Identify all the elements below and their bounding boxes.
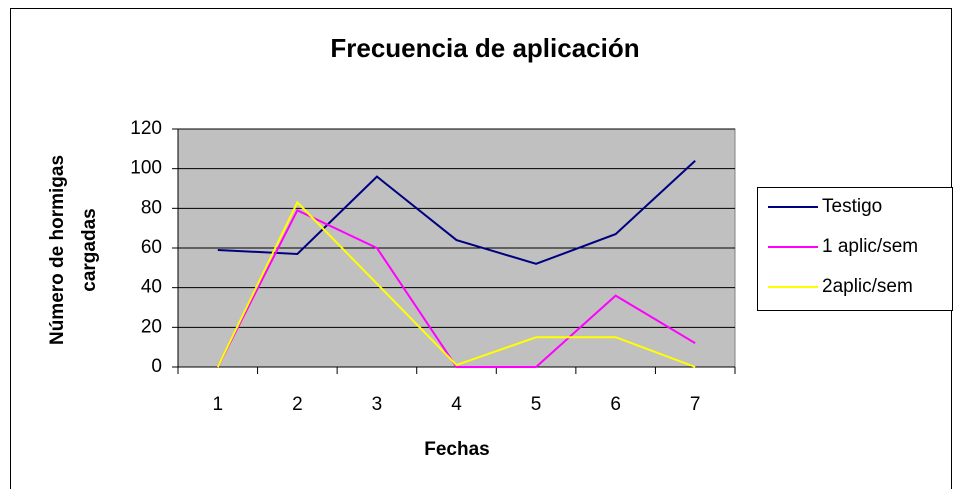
- y-axis-label: Número de hormigas: [47, 155, 68, 345]
- x-tick-label: 3: [372, 394, 383, 415]
- y-tick-label: 40: [141, 277, 162, 298]
- legend-label: 2aplic/sem: [822, 276, 913, 297]
- y-tick-label: 100: [130, 158, 162, 179]
- y-tick-label: 0: [151, 356, 162, 377]
- y-axis-label: cargadas: [79, 208, 100, 291]
- legend-label: 1 aplic/sem: [822, 236, 918, 257]
- y-tick-label: 60: [141, 237, 162, 258]
- series-line: [217, 159, 696, 265]
- x-tick-label: 5: [531, 394, 542, 415]
- series-line: [216, 208, 696, 368]
- x-tick-label: 6: [610, 394, 621, 415]
- series-line: [216, 200, 696, 368]
- x-tick-label: 4: [451, 394, 462, 415]
- y-tick-label: 120: [130, 118, 162, 139]
- x-tick-label: 1: [212, 394, 223, 415]
- y-tick-label: 20: [141, 316, 162, 337]
- legend-label: Testigo: [822, 196, 882, 217]
- y-tick-label: 80: [141, 197, 162, 218]
- chart-title: Frecuencia de aplicación: [330, 33, 639, 63]
- x-tick-label: 2: [292, 394, 303, 415]
- x-tick-label: 7: [690, 394, 701, 415]
- x-axis-label: Fechas: [424, 439, 489, 460]
